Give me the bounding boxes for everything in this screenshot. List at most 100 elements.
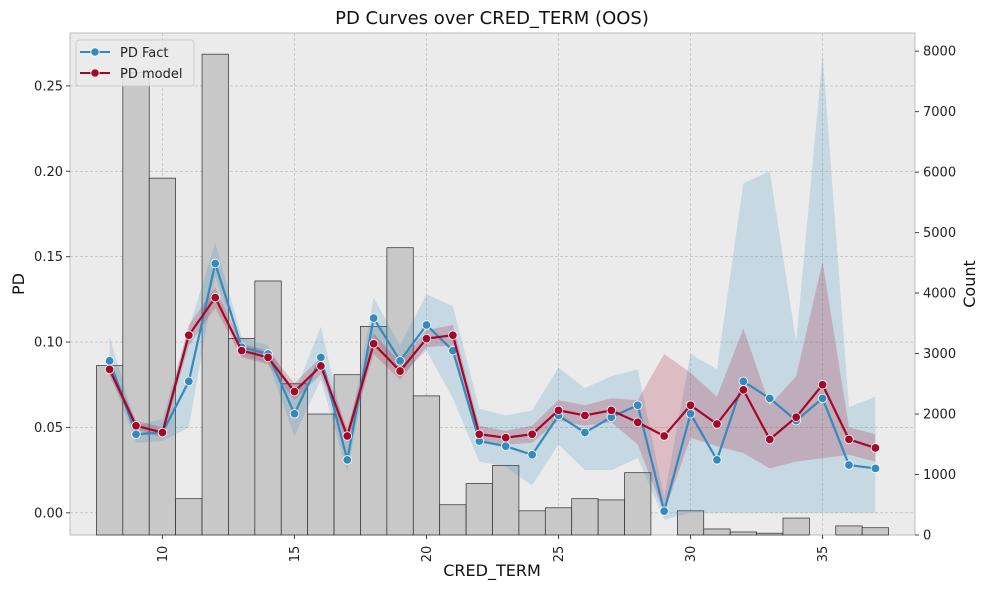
data-point-pd-model [448,330,458,340]
y2-tick-label: 3000 [923,347,956,362]
data-point-pd-model [791,412,801,422]
data-point-pd-fact [184,376,194,387]
data-point-pd-fact [421,320,432,330]
data-point-pd-model [553,405,564,416]
data-point-pd-fact [738,376,749,387]
data-point-pd-model [765,434,775,445]
confidence-band-pd-model [109,261,876,513]
y2-tick-label: 8000 [923,45,956,60]
count-histogram [96,53,889,536]
histogram-bar [756,532,784,536]
histogram-bar [228,338,256,536]
confidence-bands [109,55,876,520]
data-point-pd-fact [870,463,881,474]
histogram-bar [782,517,810,536]
y2-tick-label: 6000 [923,166,956,181]
y2-tick-label: 1000 [923,468,956,483]
histogram-bar [307,413,335,536]
data-point-pd-fact [765,393,775,404]
axes: 10 15 20 25 30 35 0.00 0.05 0.10 0.15 0.20 0.25 0 100… [34,45,956,563]
data-point-pd-fact [395,356,405,366]
data-point-pd-fact [104,356,115,366]
y2-tick-label: 7000 [923,105,956,120]
histogram-bar [861,527,889,536]
data-point-pd-fact [685,409,696,419]
data-point-pd-model [659,431,669,441]
data-point-pd-model [501,432,511,443]
data-point-pd-model [368,339,379,349]
data-point-pd-model [685,400,696,410]
data-point-pd-model [527,429,537,439]
data-point-pd-model [131,421,141,431]
data-point-pd-fact [633,400,643,410]
histogram-bar [465,483,493,536]
data-point-pd-model [421,333,432,344]
data-point-pd-model [157,427,168,438]
series-lines [104,258,881,516]
legend-marker-pd-fact [90,47,100,57]
legend: PD Fact PD model [75,39,195,87]
data-point-pd-model [606,405,617,416]
data-point-pd-model [263,352,273,363]
x-tick-label: 30 [684,546,699,563]
x-tick-label: 20 [420,546,435,563]
data-point-pd-model [236,345,247,356]
data-point-pd-model [633,417,643,428]
y-tick-label: 0.05 [34,421,63,436]
data-point-pd-model [342,431,352,441]
histogram-bar [96,365,124,536]
histogram-bar [175,498,203,536]
data-point-pd-fact [817,393,828,404]
histogram-bar [386,247,414,536]
histogram-bar [148,177,176,536]
data-point-pd-model [395,366,405,376]
legend-label-pd-fact: PD Fact [120,46,168,61]
data-point-pd-fact [527,450,537,460]
data-point-pd-model [316,361,326,371]
data-point-pd-model [580,410,590,421]
confidence-band-pd-fact [109,55,876,520]
histogram-bar [729,531,757,536]
data-point-pd-fact [712,455,722,465]
y-tick-label: 0.20 [34,165,63,180]
y2-tick-label: 4000 [923,287,956,302]
histogram-bar [571,498,599,536]
data-point-pd-fact [342,455,352,465]
histogram-bar [624,472,652,536]
data-point-pd-model [870,443,881,453]
data-point-pd-fact [368,313,379,323]
histogram-bar [412,395,441,536]
y-axis-label: PD [9,273,28,295]
data-point-pd-model [844,434,854,445]
data-point-pd-fact [659,506,669,516]
y-tick-label: 0.15 [34,250,63,265]
histogram-bar [518,510,546,536]
histogram-bar [492,465,520,536]
data-point-pd-fact [131,429,141,439]
data-point-pd-fact [316,352,326,363]
series-line-pd-fact [108,262,876,513]
data-point-pd-fact [580,427,590,438]
data-point-pd-model [289,386,300,397]
data-point-pd-fact [210,258,220,269]
histogram-bar [835,525,863,536]
data-point-pd-model [712,419,722,429]
data-point-pd-model [738,385,749,395]
y-tick-label: 0.25 [34,79,63,94]
histogram-bar [254,280,282,536]
histogram-bar [439,504,467,536]
x-tick-label: 35 [816,546,831,563]
data-point-pd-model [104,364,115,375]
y2-tick-label: 2000 [923,408,956,423]
data-point-pd-fact [844,460,854,470]
x-tick-label: 10 [156,546,171,563]
histogram-bar [597,499,625,536]
data-point-pd-model [184,330,194,340]
y2-tick-label: 5000 [923,226,956,241]
x-axis-label: CRED_TERM [443,561,541,581]
histogram-bar [544,507,573,536]
y2-axis-label: Count [960,260,979,308]
legend-label-pd-model: PD model [120,67,182,82]
data-point-pd-model [817,380,828,390]
